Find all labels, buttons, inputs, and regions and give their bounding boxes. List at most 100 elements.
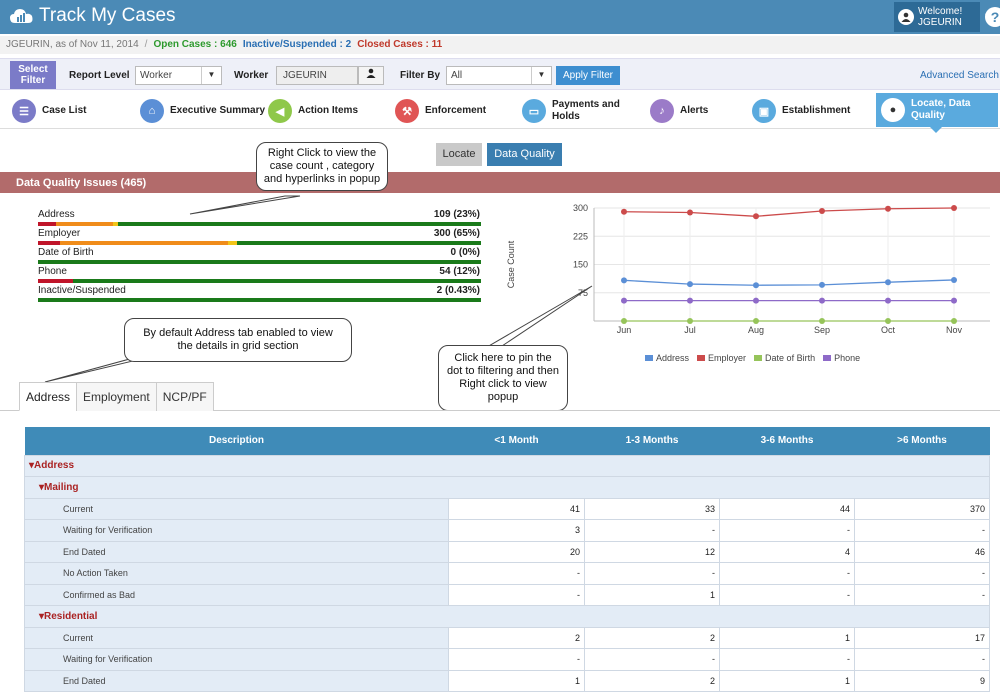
app-logo[interactable]: Track My Cases: [10, 5, 176, 27]
bar-segment[interactable]: [38, 298, 481, 302]
count-cell[interactable]: 44: [719, 497, 855, 520]
bar-segment[interactable]: [113, 222, 118, 226]
bar-segment[interactable]: [73, 279, 481, 283]
count-cell[interactable]: 46: [854, 540, 990, 563]
inactive-cases-link[interactable]: Inactive/Suspended : 2: [242, 39, 352, 50]
bar-segment[interactable]: [38, 279, 74, 283]
stacked-bar[interactable]: [38, 260, 481, 264]
data-point[interactable]: [687, 281, 693, 288]
worker-lookup-button[interactable]: [358, 66, 384, 85]
count-cell[interactable]: -: [448, 648, 585, 671]
filter-by-select[interactable]: All ▼: [446, 66, 552, 85]
tab-case-list[interactable]: ☰ Case List: [12, 93, 86, 129]
tab-payments-and-holds[interactable]: ▭ Payments and Holds: [522, 93, 632, 129]
data-point[interactable]: [621, 208, 627, 215]
tab-establishment[interactable]: ▣ Establishment: [752, 93, 850, 129]
bar-segment[interactable]: [38, 260, 481, 264]
count-cell[interactable]: -: [854, 519, 990, 542]
group-row-address[interactable]: ▾Address: [24, 454, 990, 477]
count-cell[interactable]: -: [719, 583, 855, 606]
data-point[interactable]: [687, 209, 693, 216]
data-point[interactable]: [885, 279, 891, 286]
count-cell[interactable]: 3: [448, 519, 585, 542]
bar-segment[interactable]: [117, 222, 481, 226]
group-label[interactable]: ▾Residential: [24, 605, 990, 628]
data-quality-button[interactable]: Data Quality: [487, 143, 562, 166]
closed-cases-link[interactable]: Closed Cases : 11: [357, 39, 443, 50]
data-point[interactable]: [819, 297, 825, 304]
bar-segment[interactable]: [38, 222, 56, 226]
tab-enforcement[interactable]: ⚒ Enforcement: [395, 93, 486, 129]
select-filter-button[interactable]: Select Filter: [10, 61, 56, 89]
count-cell[interactable]: -: [854, 648, 990, 671]
count-cell[interactable]: 33: [584, 497, 720, 520]
bar-row[interactable]: Employer 300 (65%): [38, 227, 482, 246]
bar-row[interactable]: Date of Birth 0 (0%): [38, 246, 482, 265]
group-label[interactable]: ▾Address: [24, 454, 990, 477]
count-cell[interactable]: 2: [448, 626, 585, 649]
count-cell[interactable]: 20: [448, 540, 585, 563]
count-cell[interactable]: 9: [854, 669, 990, 692]
col-gt-6-months[interactable]: >6 Months: [854, 427, 990, 455]
data-point[interactable]: [687, 318, 693, 324]
stacked-bar[interactable]: [38, 241, 481, 245]
legend-item[interactable]: Address: [645, 353, 689, 363]
data-point[interactable]: [753, 297, 759, 304]
data-point[interactable]: [951, 297, 957, 304]
stacked-bar[interactable]: [38, 279, 481, 283]
count-cell[interactable]: -: [584, 648, 720, 671]
worker-input[interactable]: JGEURIN: [276, 66, 358, 85]
tab-employment[interactable]: Employment: [76, 382, 157, 411]
locate-button[interactable]: Locate: [436, 143, 482, 166]
bar-row[interactable]: Phone 54 (12%): [38, 265, 482, 284]
col-1-3-months[interactable]: 1-3 Months: [584, 427, 720, 455]
count-cell[interactable]: 1: [448, 669, 585, 692]
tab-locate-data-quality[interactable]: ● Locate, Data Quality: [876, 93, 998, 127]
data-point[interactable]: [753, 318, 759, 324]
group-label[interactable]: ▾Mailing: [24, 476, 990, 499]
group-row-mailing[interactable]: ▾Mailing: [24, 476, 990, 499]
count-cell[interactable]: 2: [584, 626, 720, 649]
count-cell[interactable]: -: [448, 583, 585, 606]
col-lt-1-month[interactable]: <1 Month: [448, 427, 585, 455]
stacked-bar[interactable]: [38, 222, 481, 226]
apply-filter-button[interactable]: Apply Filter: [556, 66, 620, 85]
count-cell[interactable]: -: [854, 562, 990, 585]
count-cell[interactable]: 1: [719, 669, 855, 692]
stacked-bar[interactable]: [38, 298, 481, 302]
data-point[interactable]: [951, 318, 957, 324]
count-cell[interactable]: -: [584, 519, 720, 542]
count-cell[interactable]: 1: [719, 626, 855, 649]
bar-segment[interactable]: [237, 241, 481, 245]
data-point[interactable]: [621, 277, 627, 284]
count-cell[interactable]: 12: [584, 540, 720, 563]
data-point[interactable]: [885, 205, 891, 212]
data-point[interactable]: [621, 297, 627, 304]
count-cell[interactable]: 1: [584, 583, 720, 606]
group-row-residential[interactable]: ▾Residential: [24, 605, 990, 628]
tab-alerts[interactable]: ♪ Alerts: [650, 93, 708, 129]
count-cell[interactable]: 2: [584, 669, 720, 692]
count-cell[interactable]: -: [854, 583, 990, 606]
data-point[interactable]: [753, 282, 759, 289]
bar-segment[interactable]: [228, 241, 238, 245]
count-cell[interactable]: -: [719, 648, 855, 671]
data-point[interactable]: [753, 213, 759, 220]
col-description[interactable]: Description: [24, 427, 449, 455]
tab-ncp-pf[interactable]: NCP/PF: [155, 382, 214, 411]
count-cell[interactable]: -: [584, 562, 720, 585]
bar-row[interactable]: Address 109 (23%): [38, 208, 482, 227]
data-point[interactable]: [885, 318, 891, 324]
user-menu[interactable]: Welcome! JGEURIN ▾: [894, 2, 990, 32]
legend-item[interactable]: Date of Birth: [754, 353, 815, 363]
data-point[interactable]: [687, 297, 693, 304]
count-cell[interactable]: 17: [854, 626, 990, 649]
tab-executive-summary[interactable]: ⌂ Executive Summary: [140, 93, 265, 129]
legend-item[interactable]: Employer: [697, 353, 746, 363]
count-cell[interactable]: -: [719, 519, 855, 542]
tab-address[interactable]: Address: [19, 382, 78, 411]
bar-row[interactable]: Inactive/Suspended 2 (0.43%): [38, 284, 482, 303]
count-cell[interactable]: 4: [719, 540, 855, 563]
count-cell[interactable]: 41: [448, 497, 585, 520]
count-cell[interactable]: 370: [854, 497, 990, 520]
